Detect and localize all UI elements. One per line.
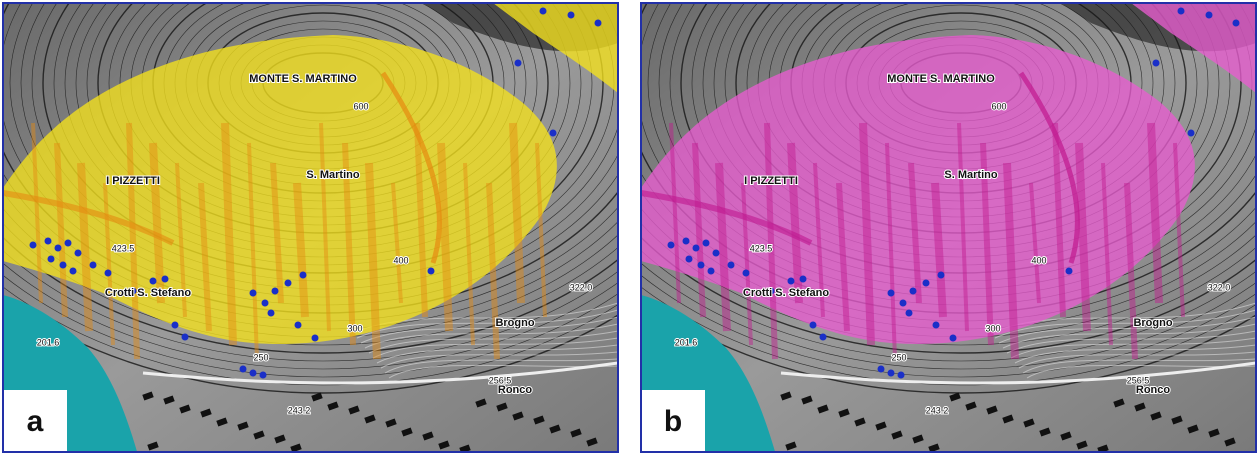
block-point (728, 262, 735, 269)
elevation-label: 423.5 (112, 243, 135, 253)
panel-label: b (664, 405, 682, 438)
block-point (898, 372, 905, 379)
block-point (938, 272, 945, 279)
block-point (888, 370, 895, 377)
block-point (55, 245, 62, 252)
figure: MONTE S. MARTINO I PIZZETTI S. Martino Crot… (0, 0, 1259, 455)
block-point (888, 290, 895, 297)
elevation-label: 400 (393, 255, 408, 265)
elevation-label: 243.2 (926, 405, 949, 415)
block-point (703, 240, 710, 247)
map-body: MONTE S. MARTINO I PIZZETTI S. Martino Crot… (516, 0, 1259, 455)
elevation-label: 256.5 (1127, 375, 1150, 385)
block-point (268, 310, 275, 317)
place-label: Brogno (495, 317, 534, 329)
page: {"panels": [ {"label": "a", "overlay_col… (0, 0, 1259, 460)
block-point (950, 335, 957, 342)
block-point (150, 278, 157, 285)
block-point (1188, 130, 1195, 137)
elevation-label: 400 (1031, 255, 1046, 265)
block-point (686, 256, 693, 263)
block-point (1066, 268, 1073, 275)
block-point (70, 268, 77, 275)
block-point (683, 238, 690, 245)
place-label: Brogno (1133, 317, 1172, 329)
block-point (1206, 12, 1213, 19)
block-point (272, 288, 279, 295)
block-point (60, 262, 67, 269)
block-point (810, 322, 817, 329)
block-point (515, 60, 522, 67)
block-point (933, 322, 940, 329)
block-point (713, 250, 720, 257)
block-point (285, 280, 292, 287)
place-label: S. Martino (306, 169, 359, 181)
block-point (878, 366, 885, 373)
place-label: I PIZZETTI (106, 175, 160, 187)
block-point (550, 130, 557, 137)
block-point (906, 310, 913, 317)
elevation-label: 300 (347, 323, 362, 333)
block-point (250, 290, 257, 297)
block-point (595, 20, 602, 27)
block-point (428, 268, 435, 275)
block-point (743, 270, 750, 277)
block-point (698, 262, 705, 269)
block-point (262, 300, 269, 307)
block-point (45, 238, 52, 245)
block-point (788, 278, 795, 285)
block-point (540, 8, 547, 15)
place-label: MONTE S. MARTINO (887, 73, 995, 85)
place-label: S. Martino (944, 169, 997, 181)
block-point (1233, 20, 1240, 27)
place-label: Ronco (1136, 384, 1171, 396)
block-point (693, 245, 700, 252)
elevation-label: 600 (353, 101, 368, 111)
map-panel: MONTE S. MARTINO I PIZZETTI S. Martino Crot… (516, 0, 1259, 455)
elevation-label: 322.0 (570, 282, 593, 292)
block-point (300, 272, 307, 279)
elevation-label: 250 (891, 352, 906, 362)
block-point (65, 240, 72, 247)
place-label: I PIZZETTI (744, 175, 798, 187)
block-point (250, 370, 257, 377)
elevation-label: 201.6 (37, 337, 60, 347)
block-point (172, 322, 179, 329)
elevation-label: 256.5 (489, 375, 512, 385)
elevation-label: 423.5 (750, 243, 773, 253)
block-point (800, 276, 807, 283)
block-point (910, 288, 917, 295)
block-point (105, 270, 112, 277)
block-point (820, 334, 827, 341)
panel-label: a (27, 405, 44, 438)
elevation-label: 243.2 (288, 405, 311, 415)
block-point (182, 334, 189, 341)
block-point (900, 300, 907, 307)
block-point (708, 268, 715, 275)
block-point (75, 250, 82, 257)
block-point (923, 280, 930, 287)
elevation-label: 201.6 (675, 337, 698, 347)
block-point (568, 12, 575, 19)
block-point (1178, 8, 1185, 15)
elevation-label: 600 (991, 101, 1006, 111)
elevation-label: 250 (253, 352, 268, 362)
place-label: Crotti S. Stefano (105, 287, 191, 299)
elevation-label: 300 (985, 323, 1000, 333)
block-point (162, 276, 169, 283)
block-point (240, 366, 247, 373)
place-label: Crotti S. Stefano (743, 287, 829, 299)
block-point (295, 322, 302, 329)
block-point (312, 335, 319, 342)
place-label: Ronco (498, 384, 533, 396)
block-point (30, 242, 37, 249)
block-point (48, 256, 55, 263)
elevation-label: 322.0 (1208, 282, 1231, 292)
block-point (260, 372, 267, 379)
block-point (668, 242, 675, 249)
place-label: MONTE S. MARTINO (249, 73, 357, 85)
block-point (1153, 60, 1160, 67)
block-point (90, 262, 97, 269)
